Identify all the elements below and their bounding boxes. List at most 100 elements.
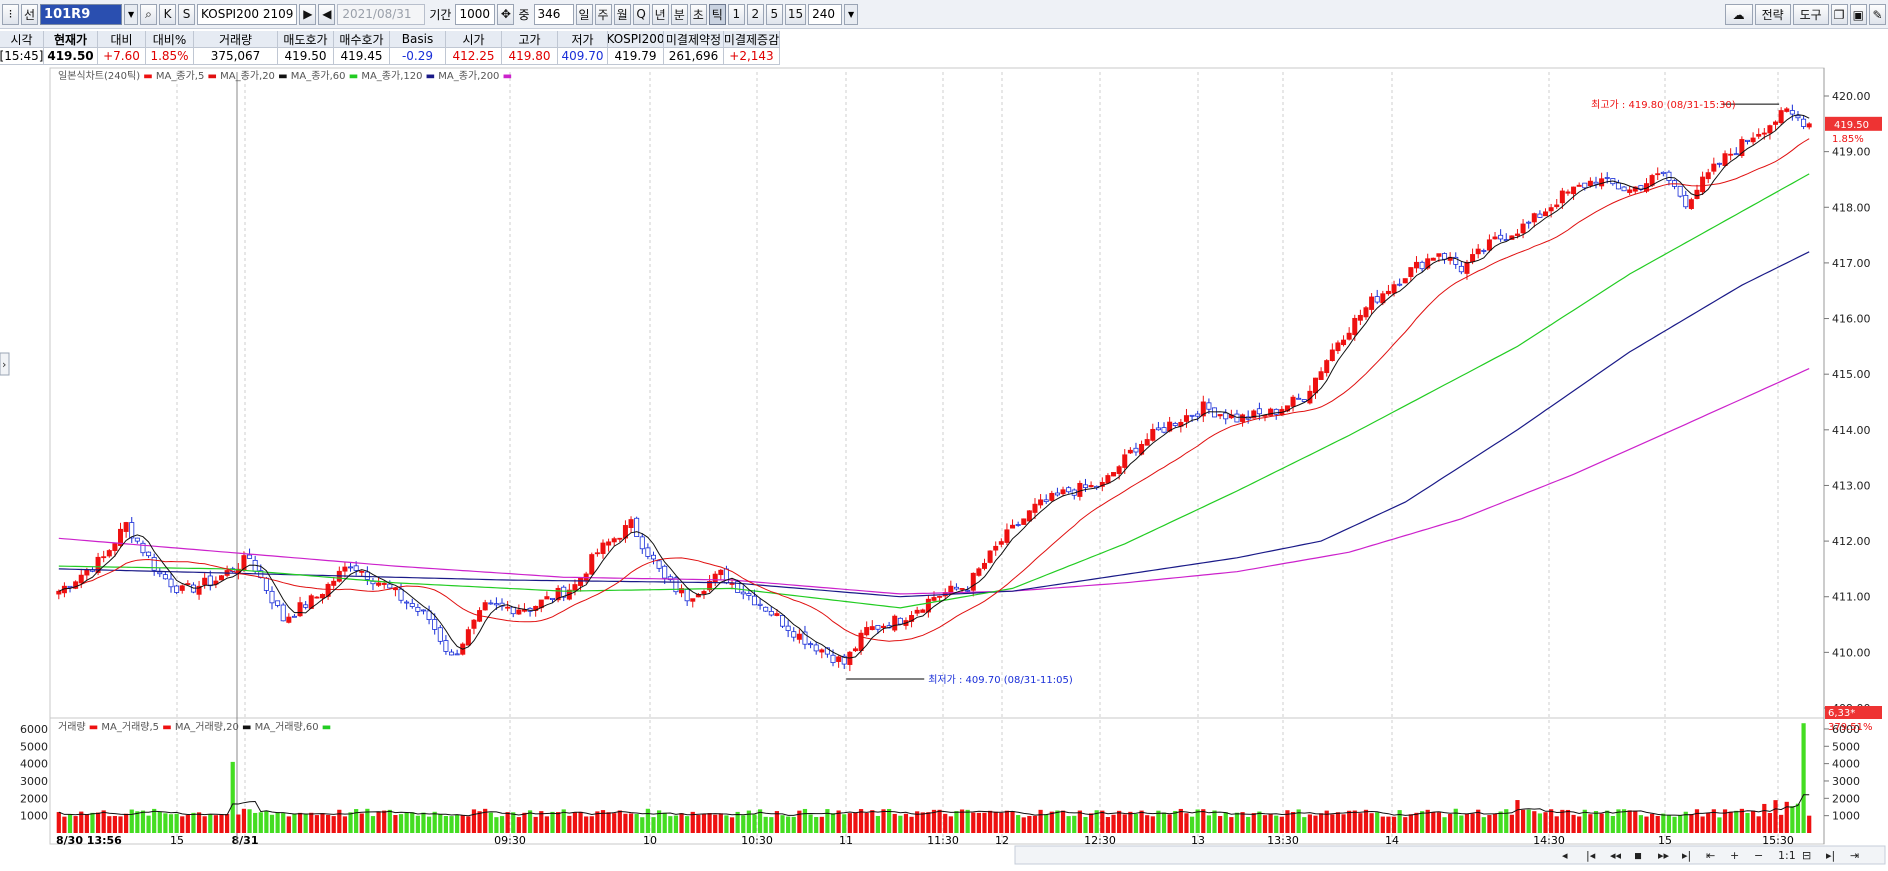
strategy-button[interactable]: 전략 <box>1754 4 1791 25</box>
code-dropdown[interactable]: ▼ <box>124 3 139 25</box>
volume-bar <box>331 816 336 833</box>
candle-body <box>1329 349 1335 361</box>
next-arrow-icon[interactable]: ▶ <box>299 3 317 25</box>
candle-body <box>1223 412 1229 420</box>
candle-body <box>1514 233 1520 236</box>
volume-bar <box>1077 810 1082 833</box>
candle-body <box>869 626 875 631</box>
interval-dropdown[interactable]: ▼ <box>844 3 859 25</box>
candle-body <box>1144 439 1150 446</box>
search-icon[interactable]: ⌕ <box>140 3 158 25</box>
volume-bar <box>752 814 757 833</box>
volume-bar <box>814 816 819 833</box>
interval-button[interactable]: 주 <box>594 3 612 25</box>
x-tick-label: 11:30 <box>927 834 959 847</box>
volume-bar <box>505 812 510 833</box>
candle-body <box>1341 339 1347 346</box>
volume-bar <box>488 812 493 833</box>
volume-bar <box>1504 809 1509 833</box>
volume-bar <box>1453 808 1458 833</box>
volume-bar <box>1094 810 1099 833</box>
volume-bar <box>1492 813 1498 833</box>
candle-body <box>415 606 421 612</box>
interval-button[interactable]: 년 <box>651 3 669 25</box>
volume-bar <box>1066 816 1071 833</box>
period-input[interactable]: 1000 <box>455 3 496 25</box>
candle-body <box>791 631 797 638</box>
volume-bar <box>180 816 185 833</box>
window-icon[interactable]: ❐ <box>1830 4 1848 25</box>
volume-bar <box>1745 812 1750 833</box>
interval-button[interactable]: 월 <box>613 3 631 25</box>
candle-body <box>1548 207 1554 212</box>
interval-button[interactable]: 1 <box>727 3 745 25</box>
candle-body <box>392 587 398 591</box>
price-chart-svg[interactable]: 8/30 13:56 15 8/31 09:30 10 10:30 11 11:30 12 12:… <box>0 66 1888 868</box>
tools-button[interactable]: 도구 <box>1792 4 1829 25</box>
candle-body <box>443 640 449 652</box>
volume-bar <box>836 810 841 833</box>
candle-body <box>1374 296 1380 303</box>
volume-bar <box>1004 810 1010 833</box>
market-select[interactable]: 선 <box>21 3 39 25</box>
candle-body <box>634 517 640 537</box>
candle-body <box>589 554 595 575</box>
scroll-input[interactable]: 346 <box>533 3 574 25</box>
scroll-icon[interactable]: ✥ <box>497 3 515 25</box>
info-value: +7.60 <box>98 48 146 65</box>
candle-body <box>319 593 325 599</box>
volume-bar <box>213 815 218 833</box>
settings-icon[interactable]: ✎ <box>1869 4 1886 25</box>
interval-button[interactable]: 5 <box>765 3 783 25</box>
candle-body <box>1391 284 1397 294</box>
volume-bar <box>1341 814 1346 833</box>
volume-bar <box>690 811 695 833</box>
volume-bar <box>1133 813 1139 833</box>
volume-bar <box>1324 810 1329 833</box>
volume-bar <box>1767 813 1773 833</box>
interval-button[interactable]: Q <box>632 3 650 25</box>
interval-button[interactable]: 15 <box>784 3 807 25</box>
info-header: 시각 <box>0 31 44 48</box>
candle-body <box>101 556 107 559</box>
interval-button[interactable]: 2 <box>746 3 764 25</box>
candle-body <box>1565 191 1571 194</box>
code-input[interactable]: 101R9 <box>40 3 123 25</box>
interval-button[interactable]: 분 <box>670 3 688 25</box>
save-icon[interactable]: ▣ <box>1849 4 1867 25</box>
candle-body <box>1183 415 1189 422</box>
candle-body <box>1806 123 1812 128</box>
ma200-line <box>58 368 1810 595</box>
x-tick-label: 14 <box>1385 834 1399 847</box>
candle-body <box>381 582 387 585</box>
volume-bar <box>1150 816 1155 833</box>
k-button[interactable]: K <box>159 3 177 25</box>
candle-body <box>67 585 73 588</box>
candle-body <box>1688 199 1694 209</box>
interval-button[interactable]: 틱 <box>708 3 726 25</box>
candle-body <box>544 596 550 600</box>
s-button[interactable]: S <box>178 3 196 25</box>
volume-bar <box>387 809 392 833</box>
chart-area[interactable]: 8/30 13:56 15 8/31 09:30 10 10:30 11 11:30 12 12:… <box>0 66 1888 868</box>
menu-icon[interactable]: ⁝ <box>2 3 19 25</box>
candle-body <box>1206 402 1212 410</box>
cloud-icon[interactable]: ☁ <box>1724 4 1753 25</box>
candle-body <box>174 585 180 593</box>
date-field[interactable]: 2021/08/31 <box>337 3 426 25</box>
candle-body <box>925 598 931 613</box>
volume-bar <box>432 811 437 833</box>
prev-arrow-icon[interactable]: ◀ <box>318 3 336 25</box>
candle-body <box>471 619 477 629</box>
interval-input[interactable]: 240 <box>808 3 843 25</box>
volume-bar <box>421 812 426 833</box>
interval-button[interactable]: 초 <box>689 3 707 25</box>
candle-body <box>808 643 814 646</box>
volume-bar <box>1408 814 1413 833</box>
price-panel <box>49 67 1825 719</box>
volume-bar <box>757 809 763 833</box>
volume-bar <box>589 816 594 833</box>
interval-button[interactable]: 일 <box>575 3 593 25</box>
candle-body <box>1066 487 1072 493</box>
volume-bar <box>73 816 78 833</box>
